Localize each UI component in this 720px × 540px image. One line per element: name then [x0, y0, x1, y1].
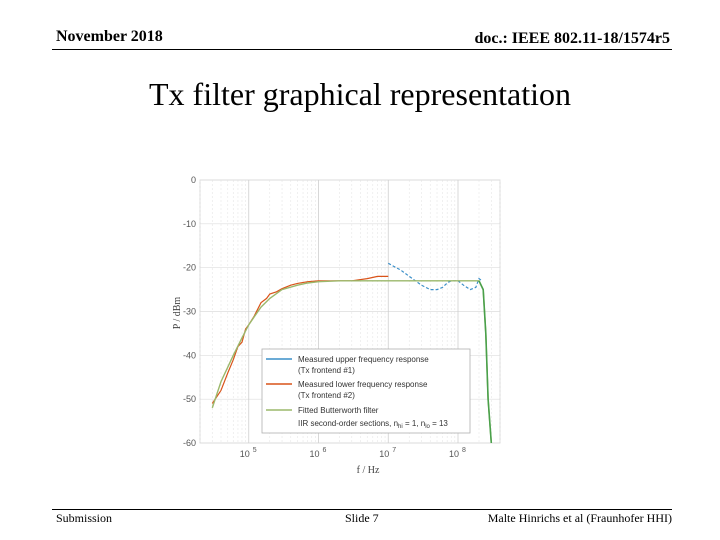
footer-slide-number: Slide 7	[345, 511, 379, 525]
tx-filter-chart: 0-10-20-30-40-50-60 10 5 10 6 10 7 10 8 Measure…	[172, 175, 501, 476]
x-axis-label: f / Hz	[357, 465, 380, 476]
legend-text-iir: IIR second-order sections, nhi = 1, nlo …	[298, 419, 448, 430]
x-tick-label: 10	[379, 449, 389, 459]
series-upper-line	[388, 262, 483, 291]
legend-iir-hi-sub: hi	[398, 424, 403, 430]
y-tick-label: -30	[183, 307, 196, 317]
x-tick-exponent: 7	[392, 447, 396, 454]
slide-title: Tx filter graphical representation	[148, 76, 572, 112]
y-tick-label: -40	[183, 350, 196, 360]
legend-iir-prefix: IIR second-order sections, n	[298, 419, 398, 428]
series	[211, 262, 493, 444]
legend-text-lower-sub: (Tx frontend #2)	[298, 391, 355, 400]
y-axis-label: P / dBm	[172, 297, 183, 330]
x-tick-label: 10	[240, 449, 250, 459]
series-fitted-rolloff	[478, 280, 493, 444]
header-rule	[52, 49, 672, 50]
legend-box	[261, 348, 471, 434]
x-tick-exponent: 6	[323, 447, 327, 454]
header-date: November 2018	[56, 28, 163, 45]
y-tick-label: 0	[191, 175, 196, 185]
legend-text-lower: Measured lower frequency response	[298, 380, 428, 389]
x-ticks: 10 5 10 6 10 7 10 8	[240, 447, 466, 459]
y-tick-label: -50	[183, 394, 196, 404]
x-tick-exponent: 8	[462, 447, 466, 454]
footer-submission: Submission	[56, 511, 113, 525]
y-tick-label: -20	[183, 263, 196, 273]
legend-text-upper-sub: (Tx frontend #1)	[298, 366, 355, 375]
x-tick-label: 10	[449, 449, 459, 459]
y-tick-label: -60	[183, 438, 196, 448]
header-doc-id: doc.: IEEE 802.11-18/1574r5	[474, 30, 670, 47]
legend-text-fitted: Fitted Butterworth filter	[298, 406, 379, 415]
footer-rule	[52, 509, 672, 510]
x-tick-exponent: 5	[253, 447, 257, 454]
footer-author: Malte Hinrichs et al (Fraunhofer HHI)	[487, 511, 672, 525]
y-tick-label: -10	[183, 219, 196, 229]
legend: Measured upper frequency response (Tx fr…	[261, 348, 471, 434]
legend-iir-mid: = 1, n	[403, 419, 425, 428]
legend-iir-lo-sub: lo	[425, 424, 430, 430]
legend-iir-end: = 13	[430, 419, 449, 428]
y-ticks: 0 -10 -20 -30 -40 -50 -60	[183, 175, 196, 448]
legend-text-upper: Measured upper frequency response	[298, 355, 429, 364]
x-tick-label: 10	[309, 449, 319, 459]
